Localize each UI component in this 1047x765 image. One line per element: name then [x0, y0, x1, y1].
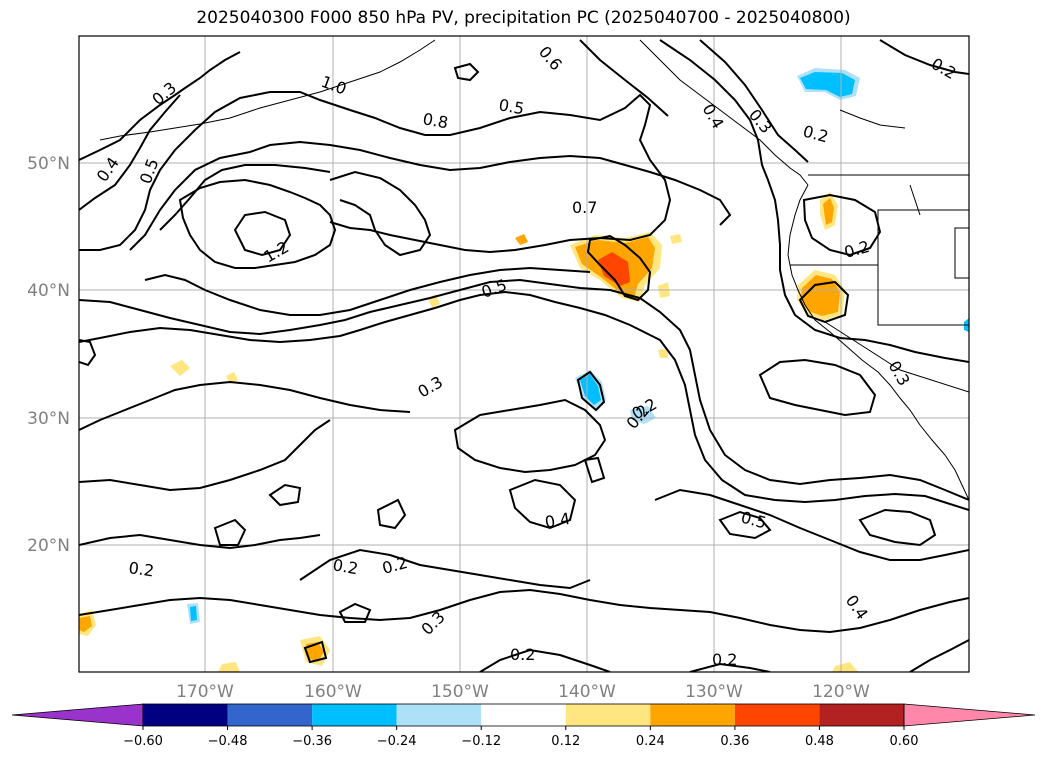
- pv-contours: [79, 39, 969, 672]
- contour-label: 0.7: [572, 198, 597, 217]
- colorbar-extend-high: [903, 703, 1036, 727]
- contour-label: 0.2: [510, 645, 535, 664]
- colorbar-cell: [312, 704, 397, 726]
- contour-label: 0.4: [543, 509, 571, 532]
- colorbar-cell: [143, 704, 228, 726]
- colorbar-tick-label: 0.24: [636, 734, 665, 749]
- colorbar-extend-low: [11, 703, 144, 727]
- plot-frame: [78, 35, 970, 673]
- lon-label: 140°W: [558, 682, 616, 702]
- colorbar-cell: [734, 704, 820, 726]
- lon-label: 120°W: [812, 682, 870, 702]
- contour-label: 0.2: [331, 555, 359, 578]
- gridlines: [79, 36, 969, 672]
- lat-label: 50°N: [27, 154, 70, 174]
- contour-label: 0.2: [127, 558, 155, 580]
- longitude-labels: 170°W 160°W 150°W 140°W 130°W 120°W: [176, 682, 870, 702]
- lat-label: 30°N: [27, 409, 70, 429]
- lat-label: 20°N: [27, 536, 70, 556]
- map-title: 2025040300 F000 850 hPa PV, precipitatio…: [196, 8, 851, 28]
- colorbar-tick-label: 0.48: [805, 734, 834, 749]
- lon-label: 160°W: [304, 682, 362, 702]
- contour-label: 0.8: [421, 109, 449, 132]
- colorbar-tick-label: −0.36: [292, 734, 332, 749]
- colorbar-tick-label: 0.36: [720, 734, 749, 749]
- lon-label: 150°W: [431, 682, 489, 702]
- colorbar-tick-label: 0.12: [551, 734, 580, 749]
- latitude-labels: 50°N 40°N 30°N 20°N: [27, 154, 70, 556]
- colorbar-cell: [396, 704, 482, 726]
- colorbar-tick-label: −0.60: [123, 734, 163, 749]
- colorbar-cell: [650, 704, 735, 726]
- contour-label: 0.2: [712, 650, 737, 669]
- colorbar: −0.60 −0.48 −0.36 −0.24 −0.12 0.12 0.24 0.36 0.4…: [11, 703, 1036, 749]
- colorbar-tick-label: −0.24: [377, 734, 417, 749]
- lon-label: 130°W: [685, 682, 743, 702]
- lat-label: 40°N: [27, 281, 70, 301]
- colorbar-cell: [227, 704, 313, 726]
- colorbar-cell: [565, 704, 651, 726]
- colorbar-tick-label: 0.60: [890, 734, 919, 749]
- lon-label: 170°W: [176, 682, 234, 702]
- plot-area: [79, 36, 969, 672]
- coastlines: [99, 39, 969, 501]
- contour-label: 0.5: [497, 95, 525, 118]
- colorbar-cell: [481, 704, 566, 726]
- colorbar-cell: [819, 704, 904, 726]
- colorbar-tick-label: −0.48: [208, 734, 248, 749]
- colorbar-frame: [142, 703, 905, 727]
- colorbar-tick-label: −0.12: [461, 734, 501, 749]
